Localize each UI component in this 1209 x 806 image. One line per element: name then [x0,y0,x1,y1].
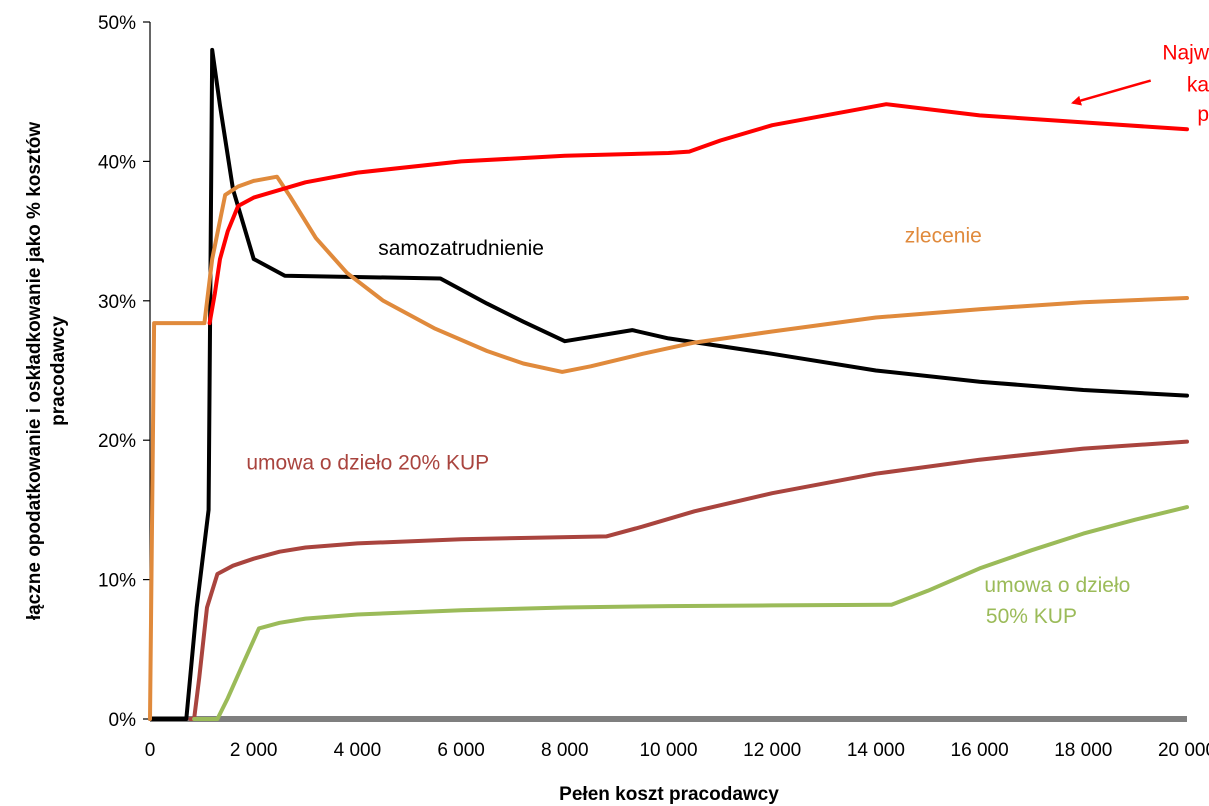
x-axis-title: Pełen koszt pracodawcy [559,784,779,805]
x-tick-label: 14 000 [847,740,905,761]
x-tick-label: 18 000 [1054,740,1112,761]
x-tick-label: 6 000 [437,740,485,761]
chart-axes: 0% 10% 20% 30% 40% 50% 0 2 000 4 000 6 000 8 000 10… [98,13,1209,761]
x-tick-label: 16 000 [951,740,1009,761]
annotation-label-2: umowa o dzieło 20% KUP [246,451,489,474]
series-layer [148,47,1189,721]
y-tick-label: 50% [98,13,136,34]
y-tick-label: 0% [109,710,137,731]
x-tick-label: 0 [145,740,156,761]
series-line-1 [148,174,1189,721]
axis-titles: Pełen koszt pracodawcy łączne opodatkowa… [24,122,779,805]
y-tick-label: 40% [98,152,136,173]
y-tick-label: 10% [98,571,136,592]
y-tick-label: 30% [98,292,136,313]
annotation-label-5: Najw [1162,42,1209,65]
y-tick-label: 20% [98,431,136,452]
x-tick-label: 10 000 [639,740,697,761]
x-tick-label: 20 000 [1158,740,1209,761]
annotation-label-3: umowa o dzieło [984,574,1130,597]
annotation-layer: samozatrudnienie zlecenie umowa o dzieło 2… [246,42,1209,628]
annotation-label-0: samozatrudnienie [378,237,544,260]
series-line-3 [188,439,1189,721]
annotation-label-6: ka [1187,74,1209,97]
x-tick-label: 4 000 [334,740,382,761]
y-axis-title-line-1: łączne opodatkowanie i oskładkowanie jak… [24,122,45,621]
y-axis-title-line-2: pracodawcy [48,316,69,426]
annotation-arrow [1071,79,1152,106]
x-tick-label: 8 000 [541,740,589,761]
annotation-label-7: p [1197,103,1209,126]
x-tick-label: 12 000 [743,740,801,761]
x-tick-label: 2 000 [230,740,278,761]
annotation-label-4: 50% KUP [986,605,1077,628]
series-line-4 [192,505,1189,721]
annotation-label-1: zlecenie [905,224,982,247]
series-line-0 [148,47,1189,721]
series-line-2 [207,102,1189,326]
